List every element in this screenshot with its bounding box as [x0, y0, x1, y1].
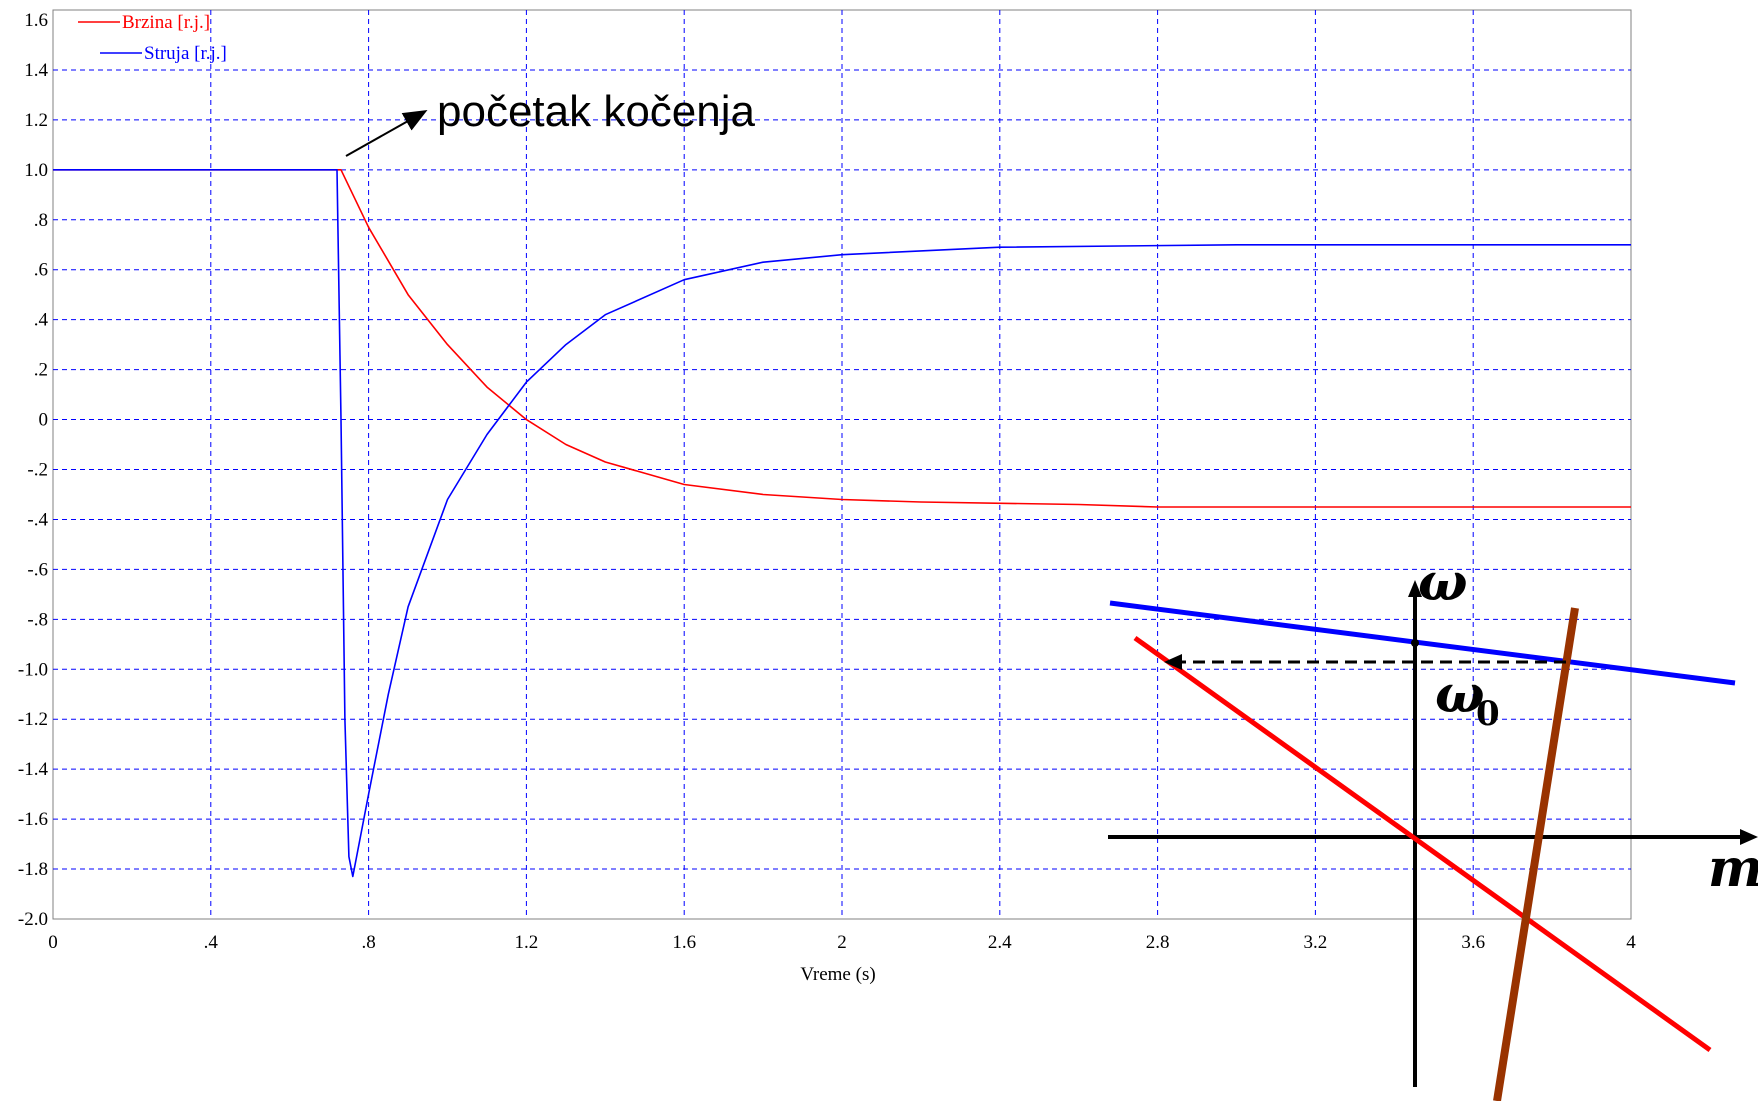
- x-tick-label: 3.2: [1304, 932, 1328, 953]
- y-tick-label: -.8: [27, 609, 48, 630]
- y-tick-label: -.4: [27, 509, 48, 530]
- annotation-text: početak kočenja: [437, 87, 756, 136]
- x-tick-label: 2.8: [1146, 932, 1170, 953]
- line-chart: 0 .4 .8 1.2 1.6 2 2.4 2.8 3.2 3.6 4 1.6 1.4 1.2 1.0 .8.…: [18, 9, 1636, 985]
- legend-label-struja: Struja [r.j.]: [144, 43, 227, 64]
- annotation-arrow: [345, 110, 428, 157]
- y-tick-label: .8: [34, 210, 48, 231]
- y-tick-label: -1.8: [18, 859, 48, 880]
- x-tick-label: .4: [204, 932, 219, 953]
- inset-brown-characteristic: [1493, 607, 1579, 1101]
- series: [53, 169, 1631, 878]
- x-tick-label: 2: [837, 932, 847, 953]
- torque-speed-inset: ω ω 0 m: [1108, 552, 1758, 1101]
- x-tick-label: .8: [361, 932, 375, 953]
- x-tick-label: 1.2: [515, 932, 539, 953]
- inset-omega-label: ω: [1418, 552, 1468, 613]
- y-tick-label: -2.0: [18, 909, 48, 930]
- y-tick-label: -.2: [27, 460, 48, 481]
- y-tick-label: 1.4: [24, 60, 48, 81]
- braking-start-annotation: početak kočenja: [345, 87, 756, 157]
- y-tick-label: -1.6: [18, 809, 48, 830]
- y-tick-label: -1.0: [18, 659, 48, 680]
- inset-m-label: m: [1708, 838, 1758, 899]
- inset-dashed-arrowhead: [1164, 654, 1182, 670]
- y-tick-label: -.6: [27, 559, 48, 580]
- inset-omega0-label: ω: [1435, 664, 1485, 725]
- x-tick-label: 3.6: [1461, 932, 1485, 953]
- series-line-brzina: [53, 169, 1631, 508]
- y-tick-label: 0: [39, 410, 49, 431]
- legend-label-brzina: Brzina [r.j.]: [122, 12, 210, 33]
- x-tick-label: 0: [48, 932, 58, 953]
- grid: [53, 10, 1631, 919]
- y-tick-label: -1.4: [18, 759, 49, 780]
- y-tick-label: -1.2: [18, 709, 48, 730]
- y-tick-label: .2: [34, 360, 48, 381]
- y-tick-label: 1.0: [24, 160, 48, 181]
- y-tick-label: 1.2: [24, 110, 48, 131]
- inset-omega-axis-arrowhead: [1408, 580, 1422, 597]
- y-tick-label: 1.6: [24, 10, 48, 31]
- inset-omega0-point: [1411, 639, 1419, 647]
- x-axis-label: Vreme (s): [800, 964, 875, 985]
- legend: Brzina [r.j.] Struja [r.j.]: [78, 12, 227, 64]
- inset-red-characteristic: [1133, 635, 1712, 1053]
- x-tick-label: 4: [1626, 932, 1636, 953]
- inset-blue-characteristic: [1109, 600, 1736, 686]
- x-tick-label: 2.4: [988, 932, 1012, 953]
- inset-omega0-subscript: 0: [1476, 694, 1500, 734]
- tick-labels: 0 .4 .8 1.2 1.6 2 2.4 2.8 3.2 3.6 4 1.6 1.4 1.2 1.0 .8.…: [18, 10, 1636, 953]
- y-tick-label: .6: [34, 260, 48, 281]
- series-line-struja: [53, 169, 1631, 878]
- x-tick-label: 1.6: [672, 932, 696, 953]
- y-tick-label: .4: [34, 310, 49, 331]
- inset-m-axis-arrowhead: [1740, 829, 1758, 845]
